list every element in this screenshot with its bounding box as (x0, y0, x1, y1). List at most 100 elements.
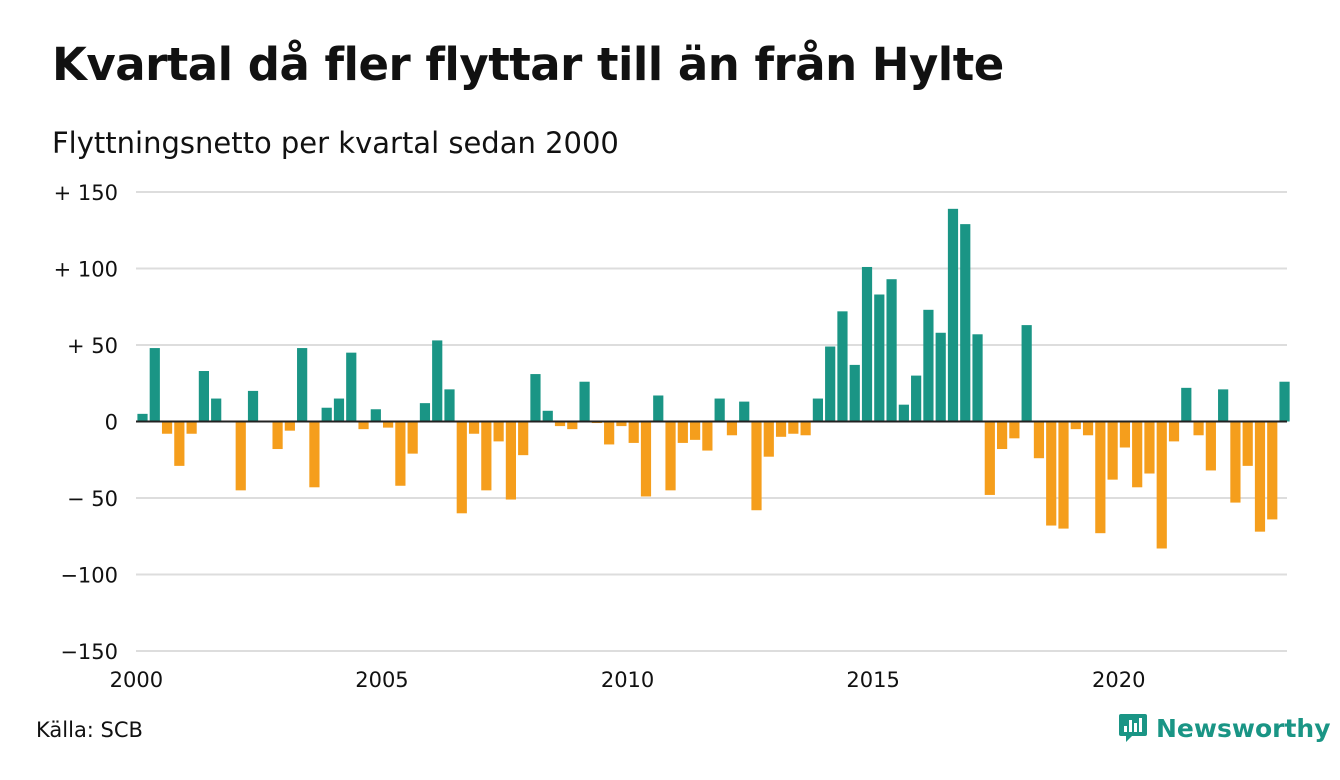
bar (505, 421, 516, 500)
bar (174, 421, 185, 466)
bar (1021, 325, 1032, 422)
bar (800, 421, 811, 436)
bar (518, 421, 529, 456)
bar (1205, 421, 1216, 471)
bar (1279, 381, 1290, 422)
bar (297, 348, 308, 422)
bar (456, 421, 467, 514)
bar (1082, 421, 1094, 436)
bar (726, 421, 738, 436)
bar (628, 421, 639, 443)
bar (358, 421, 369, 430)
bar (1009, 421, 1020, 439)
bar (383, 421, 394, 428)
bar (923, 309, 934, 422)
bar (1107, 421, 1118, 480)
bar (235, 421, 246, 491)
bar (947, 208, 959, 422)
bar (861, 266, 873, 422)
bar (763, 421, 774, 457)
bar (911, 375, 922, 422)
y-tick-label: −150 (60, 640, 118, 664)
bar (542, 410, 553, 422)
bar (333, 398, 345, 422)
bar (198, 371, 209, 422)
bar (677, 421, 688, 443)
bar (1168, 421, 1180, 442)
bar (825, 346, 836, 422)
bar (1156, 421, 1167, 549)
bar (419, 403, 431, 422)
bar (1230, 421, 1241, 503)
bar (812, 398, 823, 422)
y-tick-label: + 150 (54, 181, 118, 205)
bar (211, 398, 222, 422)
bar (370, 409, 381, 422)
bar (751, 421, 762, 511)
bar (935, 332, 946, 422)
bar (1144, 421, 1155, 474)
bar (161, 421, 173, 434)
bar (493, 421, 504, 442)
bar (407, 421, 418, 454)
bar (272, 421, 283, 450)
bar (1095, 421, 1106, 534)
bar (1119, 421, 1130, 448)
bar (567, 421, 578, 430)
bar (886, 279, 897, 422)
y-tick-label: + 100 (54, 258, 118, 282)
chart-title: Kvartal då fler flyttar till än från Hyl… (52, 38, 1004, 91)
bar (984, 421, 995, 495)
bar (1254, 421, 1266, 532)
bar (432, 340, 443, 422)
bar (1033, 421, 1045, 459)
bar (1218, 389, 1229, 422)
chart-subtitle: Flyttningsnetto per kvartal sedan 2000 (52, 126, 619, 160)
bar (604, 421, 615, 445)
bar (247, 390, 259, 422)
source-note: Källa: SCB (36, 718, 143, 742)
bar (898, 404, 909, 422)
bar (309, 421, 320, 488)
bar (616, 421, 627, 427)
bar (665, 421, 676, 491)
bar (972, 334, 983, 422)
bar (444, 389, 455, 422)
bar (1267, 421, 1278, 520)
bar (640, 421, 652, 497)
bar (690, 421, 701, 440)
bar (346, 352, 357, 422)
bar (837, 311, 848, 422)
bar (714, 398, 725, 422)
bar (284, 421, 295, 431)
bar (702, 421, 713, 451)
bar (653, 395, 664, 422)
bar (960, 224, 971, 422)
bar (481, 421, 492, 491)
bar (1132, 421, 1143, 488)
bar (788, 421, 799, 434)
bar-chart: + 150 + 100 + 50 0 − 50 −100 −150 2000 2005 2010… (54, 181, 1290, 692)
bar (149, 348, 160, 422)
bar (1242, 421, 1253, 466)
bar (1058, 421, 1069, 529)
bar (468, 421, 480, 434)
bar (579, 381, 590, 422)
bars (137, 208, 1290, 549)
bar (775, 421, 787, 437)
y-tick-label: − 50 (67, 487, 118, 511)
newsworthy-logo[interactable]: Newsworthy (1118, 712, 1331, 744)
bar (1193, 421, 1204, 436)
bar (874, 294, 885, 422)
bar (137, 413, 148, 422)
grid-lines (136, 191, 1287, 652)
bar (321, 407, 332, 422)
newsworthy-logo-icon (1119, 714, 1147, 742)
bar (186, 421, 197, 434)
bar (1070, 421, 1081, 430)
bar (530, 374, 541, 422)
x-axis-tick-labels: 2000 2005 2010 2015 2020 (110, 668, 1146, 692)
x-tick-label: 2015 (846, 668, 899, 692)
bar (395, 421, 406, 486)
y-tick-label: 0 (105, 411, 118, 435)
